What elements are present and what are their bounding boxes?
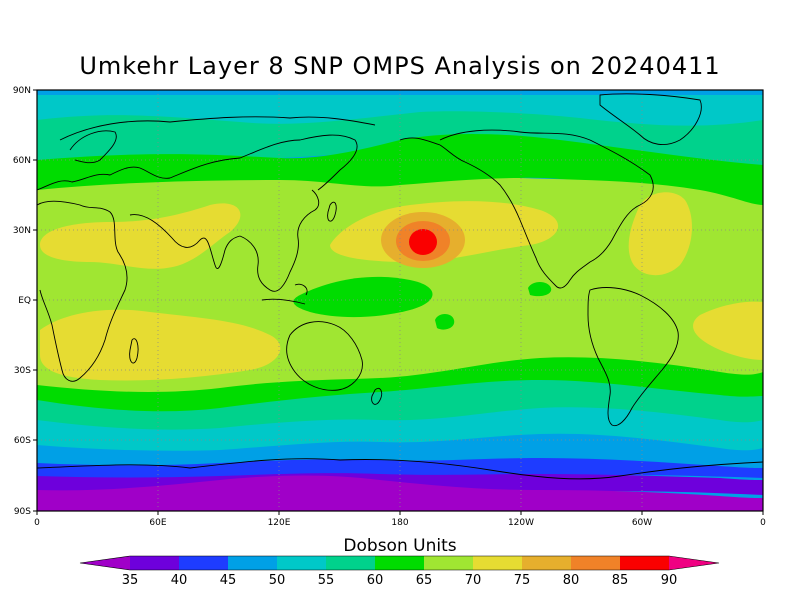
colorbar-label: 50 [269,573,286,588]
lon-label-120w: 120W [508,518,534,528]
coast-alaska [399,137,441,146]
colorbar-label: 60 [367,573,384,588]
colorbar-bin [620,556,669,570]
figure-title: Umkehr Layer 8 SNP OMPS Analysis on 2024… [79,52,721,80]
tick-marks [33,89,764,515]
coast-south-america [587,287,679,427]
coast-europe [37,166,171,191]
coast-north-america [439,129,654,289]
lon-label-60e: 60E [149,518,166,528]
graticule [37,90,763,511]
patch-75-south-atlantic [693,301,763,360]
lat-label-90s: 90S [14,507,31,517]
coast-greenland [599,93,702,146]
colorbar-label: 80 [563,573,580,588]
colorbar-bin [228,556,277,570]
colorbar-label: 40 [171,573,188,588]
colorbar-bin [326,556,375,570]
colorbar-label: 90 [661,573,678,588]
blob-65-eq-south [435,314,455,330]
coast-arabia-india [129,214,241,270]
colorbar-bin [375,556,424,570]
patch-75-asia-africa [40,203,241,269]
colorbar-outline [79,555,720,571]
colorbar-label: 45 [220,573,237,588]
lon-label-0: 0 [34,518,40,528]
coast-antarctica [37,458,763,480]
coast-africa [37,200,128,382]
colorbar-label: 55 [318,573,335,588]
coast-indonesia [261,283,308,305]
lat-label-30n: 30N [13,226,31,236]
lat-label-90n: 90N [13,86,31,96]
colorbar-bin [522,556,571,570]
lat-label-eq: EQ [18,296,31,306]
band-45-south [37,458,763,480]
lon-label-0-end: 0 [760,518,766,528]
blob-65-eq-east [528,282,552,297]
coast-madagascar [129,338,139,364]
coast-new-zealand [371,387,383,405]
lat-label-60n: 60N [13,156,31,166]
coast-se-asia [239,189,320,292]
colorbar-bin [424,556,473,570]
colorbar-title: Dobson Units [343,536,457,556]
colorbar-bin [179,556,228,570]
patch-75-south-indian [40,309,281,381]
colorbar-left-arrow [80,556,130,570]
coast-arctic-north [59,116,376,141]
colorbar-label: 35 [122,573,139,588]
band-35-south [37,475,763,511]
lat-label-30s: 30S [14,366,31,376]
colorbar-bin [571,556,620,570]
lon-axis-labels: 0 60E 120E 180 120W 60W 0 [34,518,766,528]
coast-scandinavia [69,130,117,164]
coast-australia [286,321,363,391]
colorbar-right-arrow [669,556,719,570]
colorbar-bin [277,556,326,570]
colorbar-label: 70 [465,573,482,588]
colorbar: 35 40 45 50 55 60 65 70 75 80 85 90 [79,555,720,588]
colorbar-bin [130,556,179,570]
patch-75-atlantic [628,192,692,276]
lon-label-60w: 60W [632,518,652,528]
lat-label-60s: 60S [14,436,31,446]
colorbar-label: 65 [416,573,433,588]
ozone-contour-field [37,90,763,511]
colorbar-bin [473,556,522,570]
coast-siberia [169,134,358,191]
colorbar-labels: 35 40 45 50 55 60 65 70 75 80 85 90 [122,573,678,588]
hotspot-90 [409,229,437,255]
blob-65-indo-pacific [293,276,433,318]
coastlines [37,93,763,480]
coast-japan [327,201,337,222]
colorbar-label: 85 [612,573,629,588]
band-65-north [37,134,763,219]
lon-label-180: 180 [391,518,408,528]
colorbar-label: 75 [514,573,531,588]
lat-axis-labels: 90N 60N 30N EQ 30S 60S 90S [13,86,31,517]
lon-label-120e: 120E [268,518,291,528]
